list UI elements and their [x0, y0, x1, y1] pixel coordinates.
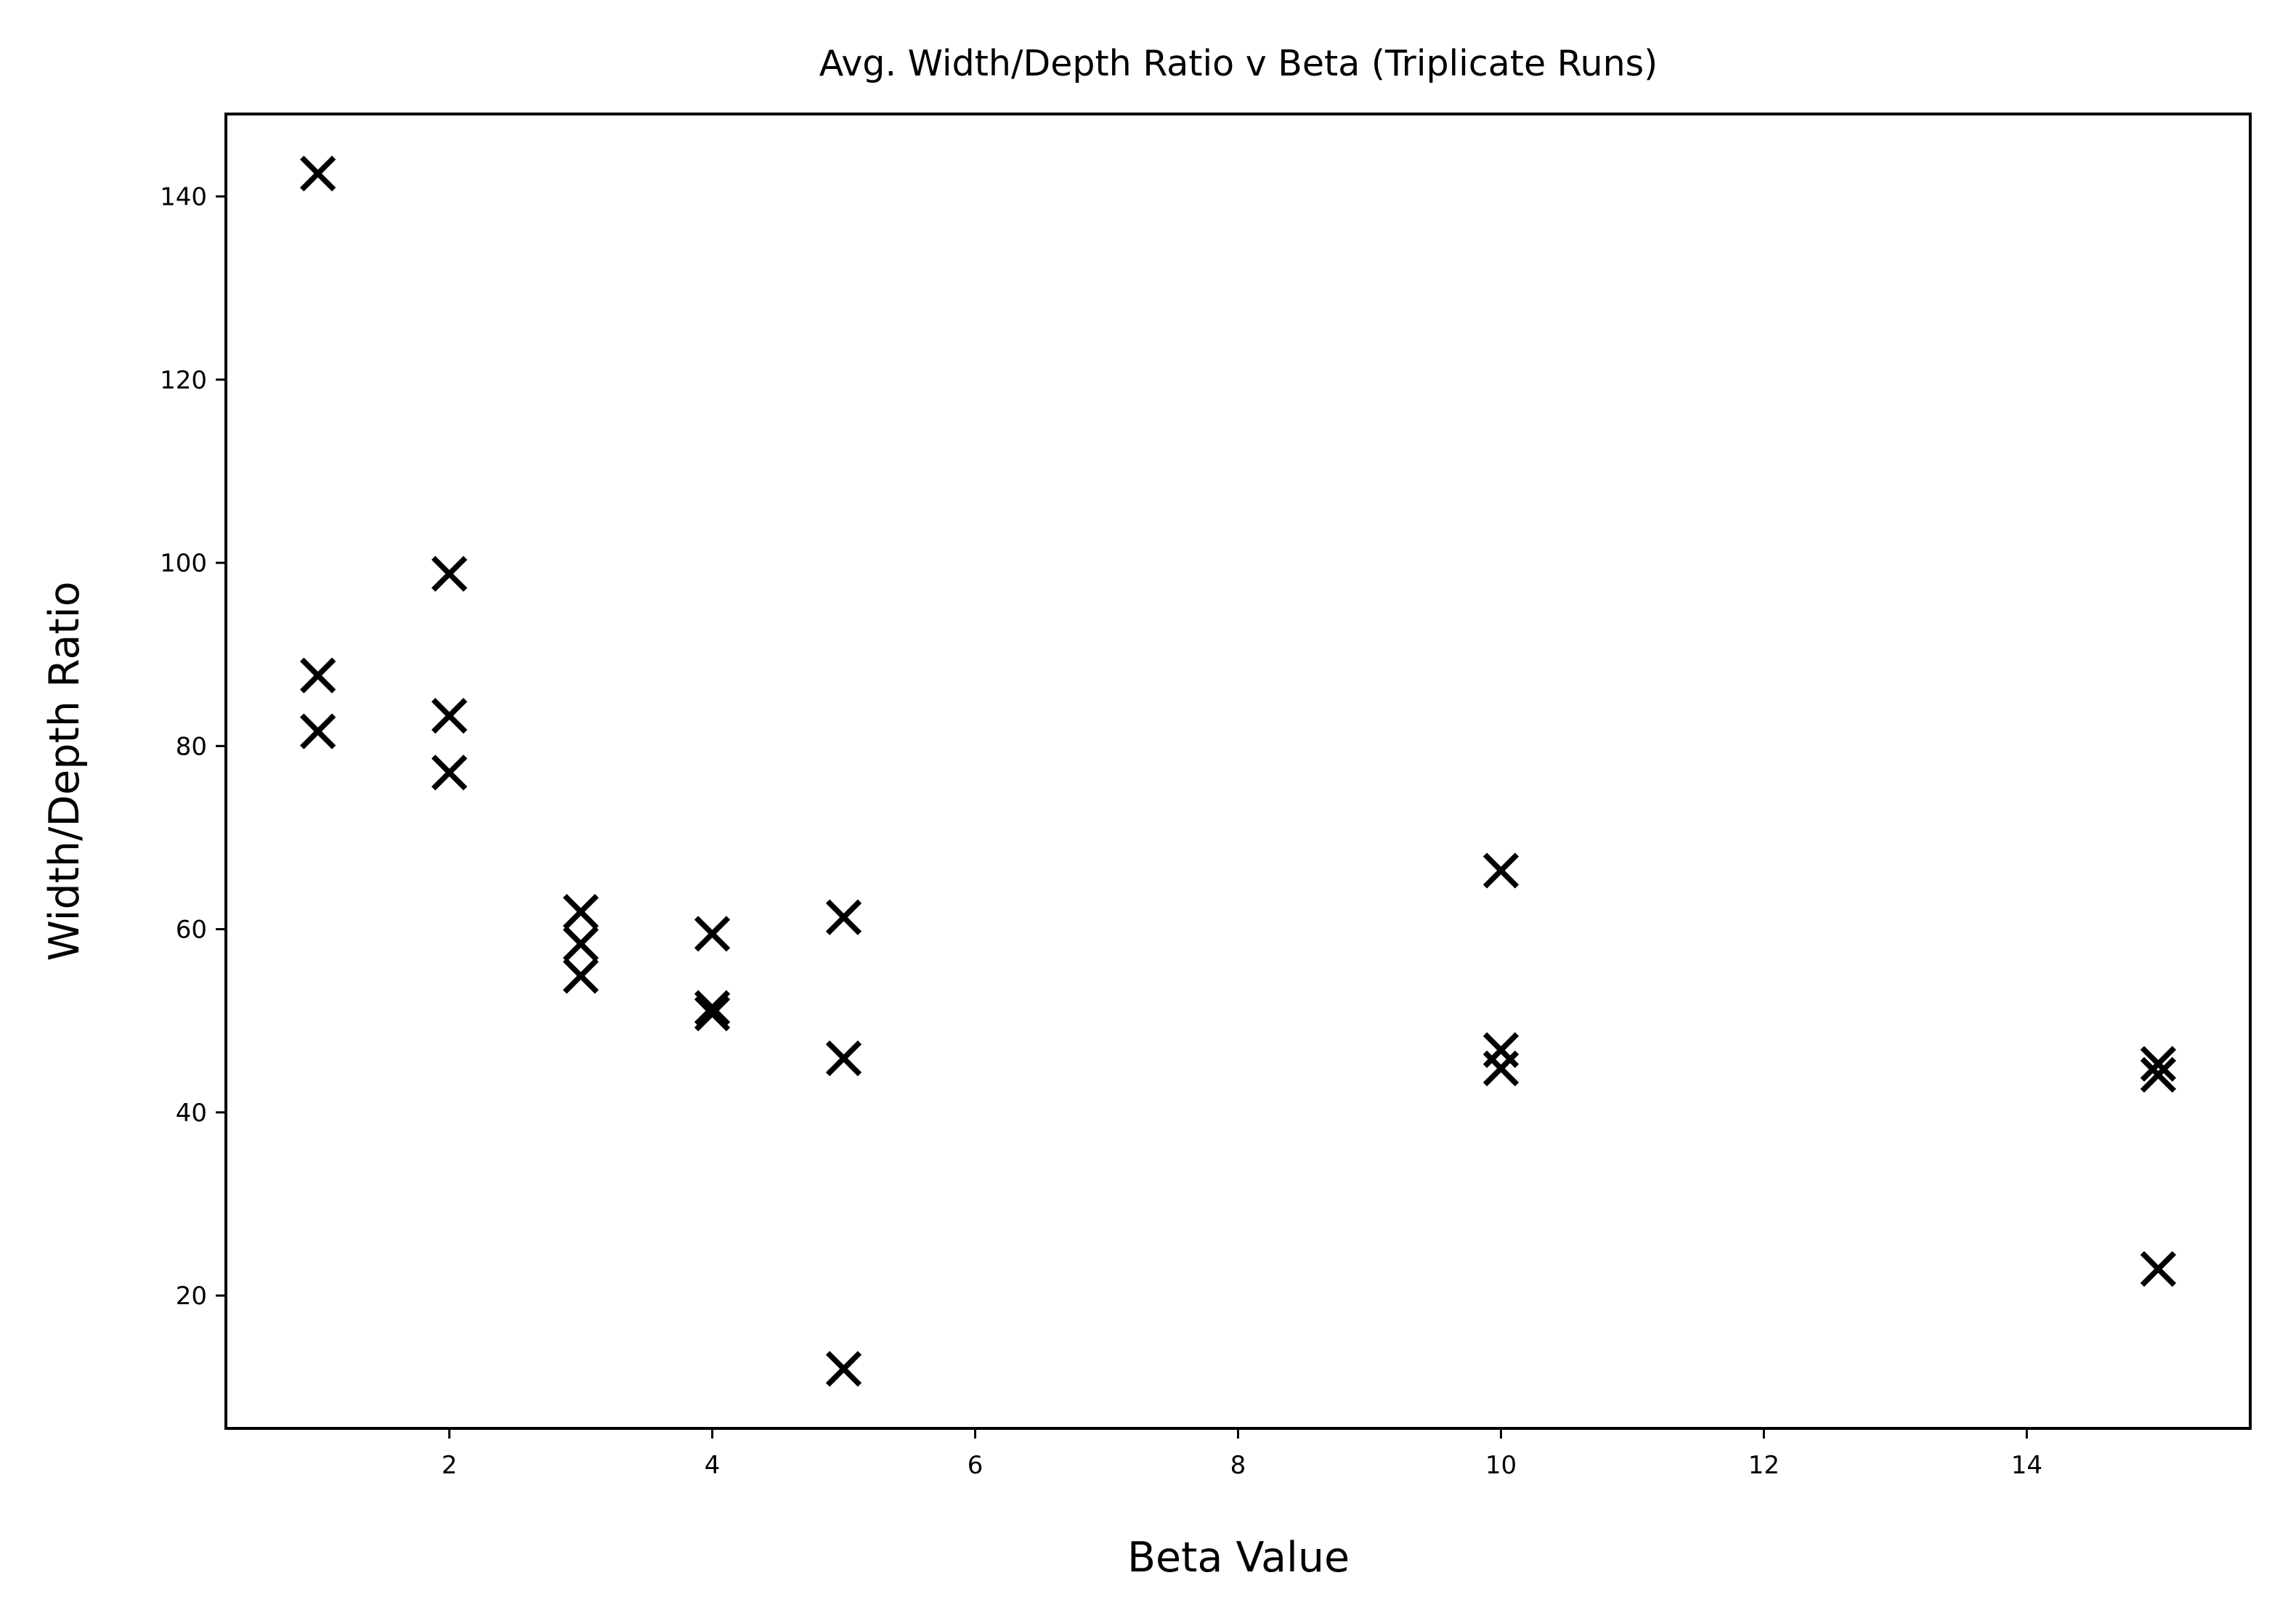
x-tick-label: 6	[968, 1451, 983, 1480]
data-point-marker	[300, 155, 336, 192]
data-point-marker	[825, 899, 862, 935]
chart-title: Avg. Width/Depth Ratio v Beta (Triplicat…	[819, 43, 1658, 84]
data-point-marker	[2140, 1057, 2176, 1093]
data-point-marker	[1482, 1050, 1520, 1086]
data-point-marker	[694, 916, 731, 952]
data-point-marker	[825, 1040, 862, 1077]
plot-marks	[300, 155, 2176, 1387]
data-point-marker	[694, 990, 731, 1026]
data-point-marker	[825, 1351, 862, 1387]
data-point-marker	[300, 657, 336, 693]
y-tick-label: 120	[160, 366, 207, 395]
data-point-marker	[694, 995, 731, 1032]
data-point-marker	[1482, 1032, 1520, 1068]
data-point-marker	[562, 958, 599, 994]
x-tick-label: 8	[1230, 1451, 1246, 1480]
x-tick-label: 2	[442, 1451, 458, 1480]
x-axis-label: Beta Value	[1127, 1534, 1350, 1582]
data-point-marker	[431, 698, 468, 734]
data-point-marker	[2140, 1046, 2176, 1082]
y-axis-label: Width/Depth Ratio	[41, 582, 89, 961]
y-tick-label: 20	[176, 1282, 207, 1311]
axis-ticks: 2 4 6 8 10 12 14 20 40 60 80 100 120 140	[160, 183, 2043, 1480]
plot-frame	[224, 113, 2252, 1430]
y-tick-label: 140	[160, 183, 207, 212]
data-point-marker	[300, 713, 336, 749]
data-point-marker	[562, 893, 599, 930]
data-point-marker	[431, 754, 468, 791]
x-tick-label: 10	[1485, 1451, 1517, 1480]
data-point-marker	[431, 556, 468, 592]
x-tick-label: 14	[2011, 1451, 2043, 1480]
y-tick-label: 60	[176, 916, 207, 945]
x-tick-label: 4	[705, 1451, 721, 1480]
data-point-marker	[2140, 1250, 2176, 1288]
y-tick-label: 40	[176, 1099, 207, 1128]
data-point-marker	[562, 926, 599, 962]
data-point-marker	[1482, 853, 1520, 889]
x-tick-label: 12	[1748, 1451, 1780, 1480]
y-tick-label: 80	[176, 732, 207, 761]
y-tick-label: 100	[160, 549, 207, 578]
